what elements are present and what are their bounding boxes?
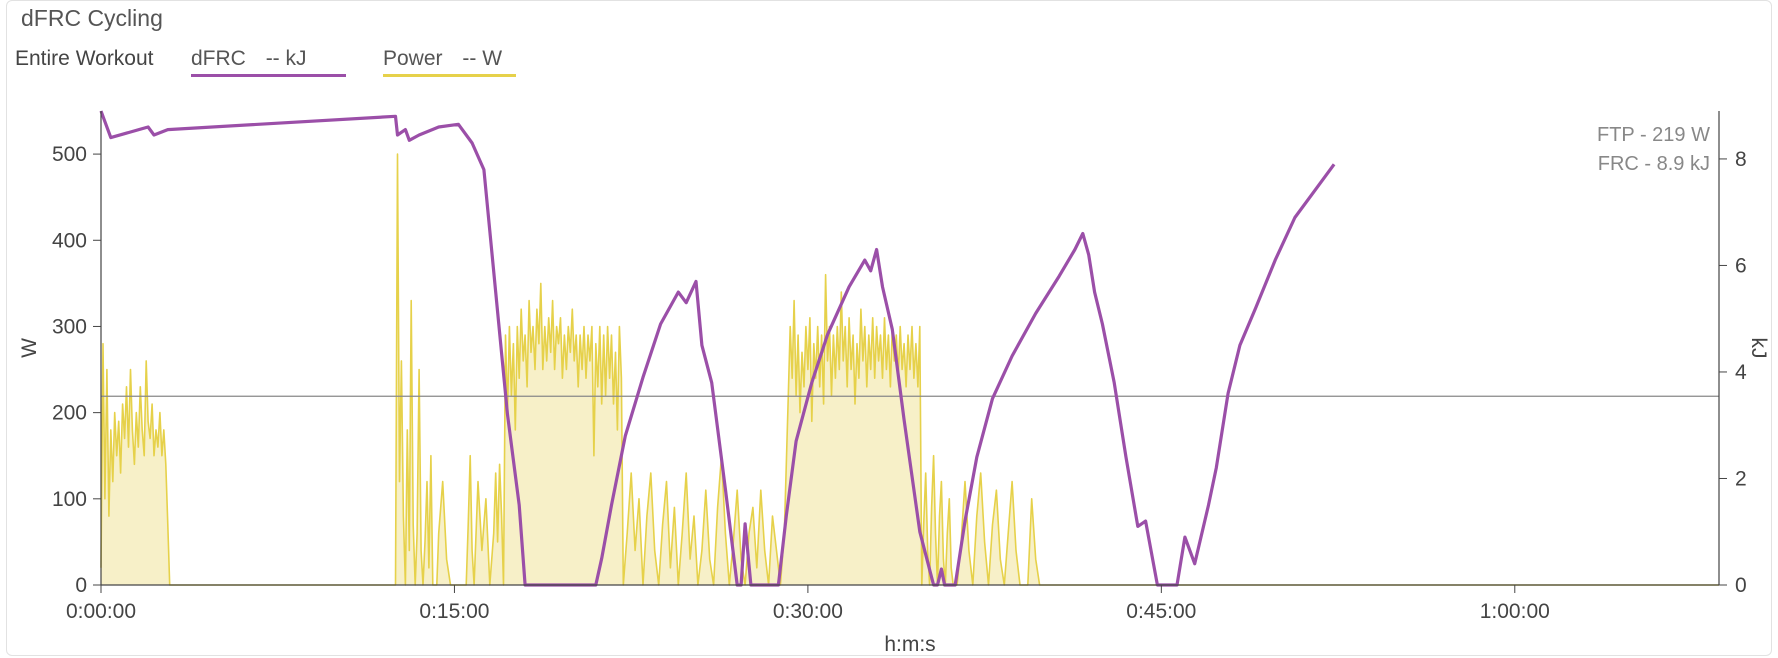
legend-row: Entire Workout dFRC -- kJ Power -- W xyxy=(15,47,715,81)
legend-item-dfrc[interactable]: dFRC -- kJ xyxy=(191,47,346,77)
x-tick-label: 0:00:00 xyxy=(66,600,136,623)
ftp-annotation: FTP - 219 W xyxy=(1597,124,1710,146)
panel-title: dFRC Cycling xyxy=(21,5,163,31)
legend-name: Power xyxy=(383,47,443,70)
frc-annotation: FRC - 8.9 kJ xyxy=(1597,153,1710,175)
dfrc-line xyxy=(99,110,1336,587)
y-right-tick-label: 6 xyxy=(1735,254,1747,277)
x-tick-label: 0:30:00 xyxy=(773,600,843,623)
y-left-tick-label: 300 xyxy=(52,315,87,338)
legend-unit: kJ xyxy=(285,47,307,70)
dfrc-series xyxy=(99,110,1336,587)
power-series xyxy=(100,153,1719,586)
legend-swatch xyxy=(383,74,516,77)
y-left-tick-label: 500 xyxy=(52,143,87,166)
x-tick-label: 0:45:00 xyxy=(1126,600,1196,623)
y-right-tick-label: 8 xyxy=(1735,148,1747,171)
legend-swatch xyxy=(191,74,346,77)
range-selector[interactable]: Entire Workout xyxy=(15,47,154,70)
y-right-tick-label: 2 xyxy=(1735,467,1747,490)
y-right-axis-title: kJ xyxy=(1747,338,1770,359)
y-left-tick-label: 200 xyxy=(52,402,87,425)
y-right-tick-label: 0 xyxy=(1735,574,1747,597)
legend-unit: W xyxy=(482,47,503,70)
legend-value: -- xyxy=(265,47,280,70)
y-left-tick-label: 100 xyxy=(52,488,87,511)
axes: 0 100 200 300 400 500 0 2 4 6 8 0:00:00 0:15:00 0:30:… xyxy=(18,111,1770,656)
legend-value: -- xyxy=(462,47,477,70)
x-tick-label: 0:15:00 xyxy=(419,600,489,623)
legend-name: dFRC xyxy=(191,47,246,70)
legend-item-power[interactable]: Power -- W xyxy=(383,47,516,77)
y-left-tick-label: 400 xyxy=(52,229,87,252)
x-axis-title: h:m:s xyxy=(884,633,935,656)
y-left-tick-label: 0 xyxy=(75,574,87,597)
y-right-tick-label: 4 xyxy=(1735,361,1747,384)
x-tick-label: 1:00:00 xyxy=(1480,600,1550,623)
chart-panel xyxy=(6,0,1772,656)
y-left-axis-title: W xyxy=(18,338,41,358)
